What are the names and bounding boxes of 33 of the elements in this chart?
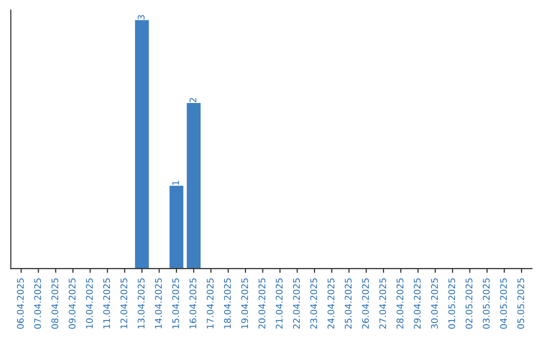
- x-tick-label: 25.04.2025: [344, 278, 352, 329]
- x-tick-label: 18.04.2025: [224, 278, 231, 328]
- x-tick-label: 10.04.2025: [86, 278, 93, 328]
- x-tick-label: 16.04.2025: [189, 278, 196, 328]
- x-tick-label: 05.05.2025: [517, 278, 524, 329]
- x-tick-label: 17.04.2025: [206, 278, 214, 328]
- x-tick-label: 12.04.2025: [120, 278, 128, 328]
- x-tick-label: 13.04.2025: [138, 278, 145, 328]
- x-tick-label: 02.05.2025: [466, 278, 472, 329]
- x-tick-label: 30.04.2025: [431, 278, 438, 329]
- x-tick-label: 04.05.2025: [500, 278, 507, 329]
- x-tick-label: 14.04.2025: [154, 278, 162, 328]
- x-tick-label: 28.04.2025: [396, 278, 404, 329]
- x-tick-label: 06.04.2025: [16, 278, 24, 329]
- x-tick-label: 24.04.2025: [328, 278, 334, 329]
- x-tick-label: 01.05.2025: [448, 278, 456, 329]
- x-tick-label: 23.04.2025: [310, 278, 318, 329]
- x-tick-label: 07.04.2025: [34, 278, 42, 329]
- x-tick-label: 27.04.2025: [379, 278, 386, 329]
- x-tick-label: 29.04.2025: [414, 278, 421, 329]
- data-label: 3: [138, 15, 145, 20]
- x-tick-label: 11.04.2025: [103, 278, 110, 328]
- x-tick-label: 19.04.2025: [241, 278, 248, 328]
- x-tick-label: 15.04.2025: [172, 278, 180, 328]
- data-label: 2: [189, 98, 196, 102]
- x-tick-label: 03.05.2025: [482, 278, 490, 329]
- data-label: 1: [172, 180, 179, 185]
- x-tick-label: 21.04.2025: [276, 278, 283, 329]
- x-tick-label: 08.04.2025: [51, 278, 58, 329]
- x-tick-label: 22.04.2025: [293, 278, 300, 329]
- x-tick-label: 09.04.2025: [68, 278, 76, 329]
- x-tick-label: 20.04.2025: [258, 278, 266, 329]
- x-tick-label: 26.04.2025: [362, 278, 369, 329]
